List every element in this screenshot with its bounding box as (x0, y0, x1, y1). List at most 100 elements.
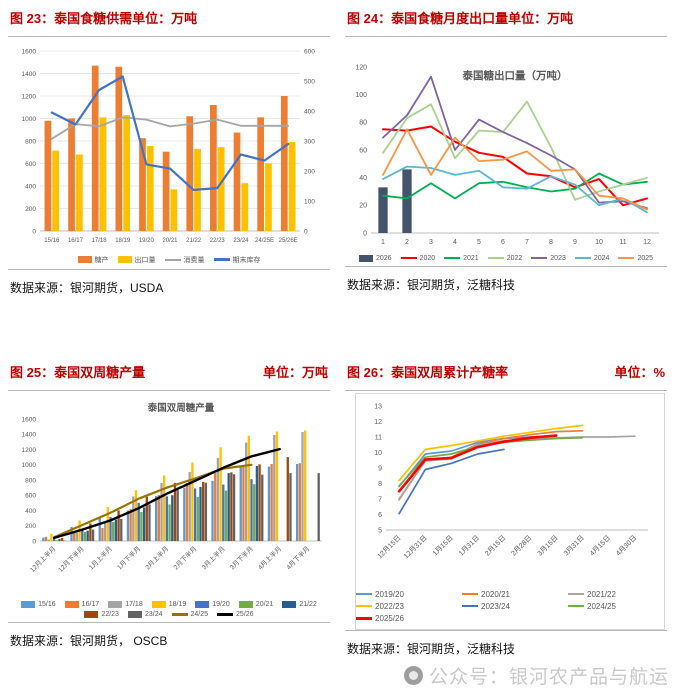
legend-label: 2023 (550, 254, 566, 262)
svg-text:2: 2 (405, 239, 409, 246)
legend-swatch (64, 600, 79, 608)
svg-text:12月31日: 12月31日 (402, 534, 429, 561)
svg-text:11: 11 (619, 239, 626, 246)
legend-swatch (568, 593, 584, 596)
svg-text:4月下半月: 4月下半月 (284, 544, 311, 571)
legend-label: 2025 (637, 254, 654, 262)
svg-text:80: 80 (359, 120, 367, 127)
legend-swatch (238, 600, 253, 608)
svg-text:100: 100 (355, 92, 367, 99)
fig25-title: 图 25：泰国双周糖产量 (10, 364, 146, 380)
svg-text:400: 400 (304, 108, 315, 115)
legend-item: 2024 (574, 255, 609, 262)
svg-text:4月15日: 4月15日 (588, 534, 612, 558)
legend-swatch (117, 256, 132, 264)
svg-text:200: 200 (25, 523, 36, 530)
svg-text:1: 1 (381, 239, 385, 246)
legend-item: 20/21 (238, 600, 274, 608)
fig24-chart: 0 20 40 60 80 100 120 1 2 3 4 5 6 7 8 9 10 11 12 泰国糖出口量（万吨）… (345, 37, 667, 266)
svg-text:1000: 1000 (22, 116, 37, 123)
svg-text:17/18: 17/18 (92, 238, 108, 244)
legend-item: 2025 (618, 255, 653, 262)
legend-label: 22/23 (101, 610, 119, 618)
divider (8, 268, 330, 270)
svg-text:2月上半月: 2月上半月 (143, 544, 170, 571)
legend-item: 2021/22 (568, 590, 664, 599)
legend-label: 15/16 (38, 600, 56, 608)
divider (345, 629, 667, 631)
legend-swatch (618, 257, 635, 260)
legend-label: 25/26 (236, 610, 254, 618)
legend-label: 20/21 (255, 600, 274, 608)
panel-fig23: 图 23：泰国食糖供需单位：万吨 0 200 400 600 800 1000 1200 14… (8, 8, 330, 296)
divider (345, 265, 667, 267)
svg-text:12月下半月: 12月下半月 (56, 544, 86, 574)
legend-swatch (84, 610, 99, 618)
divider (8, 389, 330, 391)
svg-text:12月15日: 12月15日 (376, 534, 403, 561)
svg-text:7: 7 (525, 239, 529, 246)
legend-swatch (487, 257, 504, 260)
legend-item: 2022 (487, 254, 523, 262)
svg-text:300: 300 (304, 138, 315, 145)
legend-swatch (358, 254, 373, 262)
legend-item: 2021 (444, 255, 479, 262)
svg-text:13: 13 (374, 403, 382, 410)
legend-swatch (171, 612, 188, 616)
svg-text:1600: 1600 (22, 48, 37, 55)
legend-swatch (568, 605, 584, 608)
fig25-source: 数据来源：银河期货， OSCB (10, 633, 168, 648)
legend-swatch (356, 605, 372, 608)
svg-text:20/21: 20/21 (162, 238, 178, 244)
fig24-source: 数据来源：银河期货，泛糖科技 (347, 277, 516, 292)
fig24-legend: 2026 2020 2021 2022 2023 2024 2025 (345, 253, 667, 262)
fig26-chart-canvas: 5 6 7 8 9 10 11 12 13 12月15日 12月31日 1月15日 1月31日 2月15日… (374, 403, 648, 561)
fig23-title: 图 23：泰国食糖供需单位：万吨 (10, 11, 198, 26)
legend-item: 2026 (358, 254, 392, 262)
legend-label: 2020/21 (481, 589, 510, 599)
svg-text:21/22: 21/22 (186, 238, 202, 244)
svg-text:12: 12 (374, 419, 382, 426)
svg-text:600: 600 (25, 493, 36, 500)
fig23-chart: 0 200 400 600 800 1000 1200 1400 1600 0 100 200 300 4… (8, 37, 330, 269)
svg-text:2月15日: 2月15日 (483, 534, 507, 558)
svg-text:8: 8 (378, 481, 382, 488)
svg-text:12月上半月: 12月上半月 (28, 544, 58, 574)
legend-label: 2023/24 (481, 601, 510, 611)
svg-text:15/16: 15/16 (44, 238, 60, 244)
svg-text:4: 4 (453, 239, 457, 246)
legend-item: 19/20 (195, 600, 230, 608)
legend-item: 2019/20 (356, 590, 452, 599)
svg-text:60: 60 (359, 147, 367, 154)
legend-item: 出口量 (117, 255, 156, 265)
legend-swatch (151, 600, 166, 608)
legend-swatch (164, 258, 181, 261)
svg-text:1月15日: 1月15日 (431, 534, 455, 558)
svg-text:2月28日: 2月28日 (510, 534, 534, 558)
svg-text:0: 0 (32, 228, 36, 235)
legend-swatch (356, 616, 372, 620)
legend-item: 25/26 (217, 611, 254, 618)
fig26-source: 数据来源：银河期货，泛糖科技 (347, 641, 516, 656)
legend-item: 15/16 (21, 600, 56, 608)
svg-text:40: 40 (359, 175, 367, 182)
legend-label: 2022 (506, 254, 523, 262)
svg-text:120: 120 (355, 64, 367, 71)
report-grid: 图 23：泰国食糖供需单位：万吨 0 200 400 600 800 1000 1200 14… (8, 8, 667, 657)
legend-item: 2020 (400, 255, 435, 262)
svg-text:0: 0 (363, 230, 367, 237)
svg-text:600: 600 (304, 48, 315, 55)
fig25-legend: 15/16 16/17 17/18 18/19 19/20 20/21 21/22 22/23… (15, 599, 323, 618)
svg-text:3: 3 (429, 239, 433, 246)
svg-text:16/17: 16/17 (68, 238, 84, 244)
panel-fig26: 图 26：泰国双周累计产糖率 单位：% 5 6 7 8 9 10 11 12 13 12月15日 1… (345, 362, 667, 657)
svg-text:5: 5 (477, 239, 481, 246)
legend-label: 2024/25 (587, 601, 616, 611)
legend-item: 17/18 (108, 600, 143, 608)
svg-text:200: 200 (304, 168, 315, 175)
fig26-legend: 2019/20 2020/21 2021/22 2022/23 2023/24 2024/… (356, 586, 664, 623)
fig24-title: 图 24：泰国食糖月度出口量单位：万吨 (347, 11, 574, 26)
legend-swatch (21, 600, 36, 608)
legend-label: 19/20 (212, 600, 230, 608)
